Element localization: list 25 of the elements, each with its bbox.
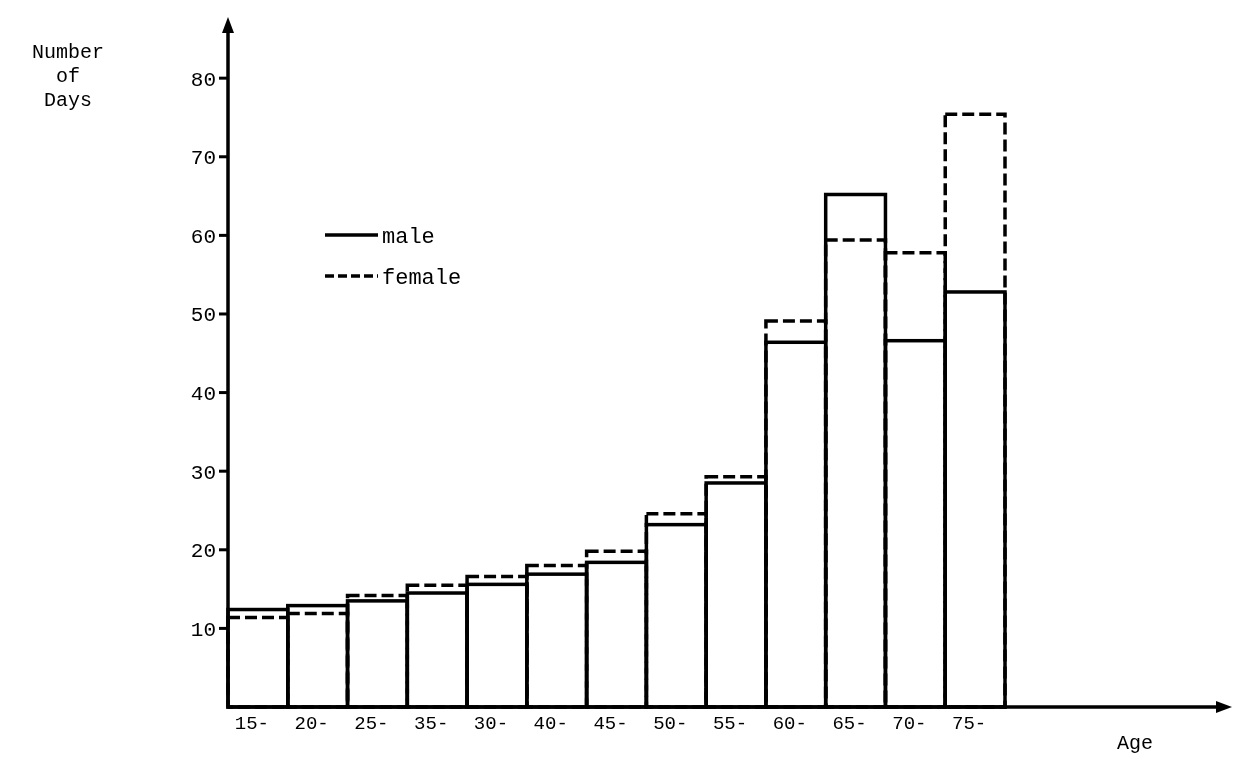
legend-label: male [382, 224, 435, 250]
x-tick-label: 75- [952, 713, 987, 735]
y-tick-label: 60 [190, 225, 216, 249]
x-tick-label: 30- [473, 713, 509, 735]
legend-label: female [382, 265, 462, 291]
text: Age [1116, 732, 1154, 755]
y-tick-label: 40 [190, 382, 216, 406]
x-tick-label: 25- [354, 713, 389, 735]
x-tick-label: 20- [294, 713, 329, 735]
y-tick-label: 10 [190, 618, 216, 642]
x-tick-label: 70- [892, 713, 927, 735]
x-tick-label: 50- [653, 713, 688, 735]
y-tick-label: 80 [190, 68, 216, 92]
y-tick-label: 70 [190, 147, 216, 171]
x-tick-label: 40- [533, 713, 568, 735]
y-tick-label: 20 [190, 540, 216, 564]
x-tick-label: 55- [712, 713, 748, 735]
y-tick-label: 30 [190, 461, 216, 485]
x-tick-label: 65- [832, 713, 867, 735]
y-tick-label: 50 [190, 304, 216, 328]
x-tick-label: 35- [414, 713, 449, 735]
x-tick-label: 45- [593, 713, 628, 735]
y-axis-title: Number of Days [31, 41, 105, 112]
x-tick-label: 15- [234, 713, 269, 735]
x-tick-label: 60- [772, 713, 807, 735]
